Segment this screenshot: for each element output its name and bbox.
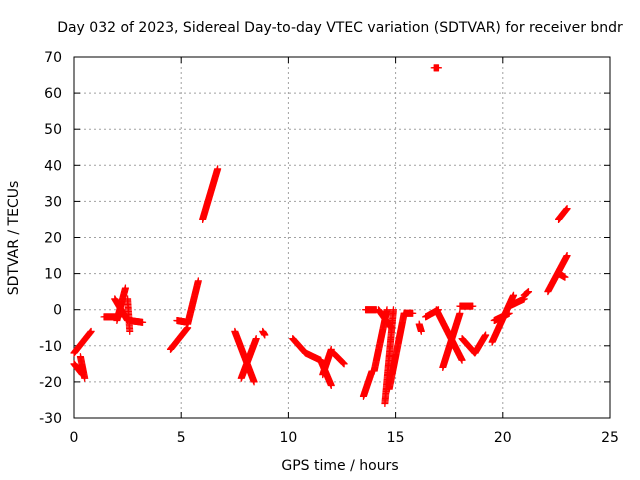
data-point-plus bbox=[561, 273, 569, 281]
y-tick-label: 40 bbox=[44, 158, 62, 174]
data-point-plus bbox=[469, 302, 477, 310]
data-series-segment bbox=[126, 317, 147, 326]
data-series-segment bbox=[505, 295, 528, 310]
data-point-plus bbox=[139, 318, 147, 326]
y-tick-label: 20 bbox=[44, 231, 62, 247]
data-point-plus bbox=[525, 288, 533, 296]
data-series-segment bbox=[415, 320, 425, 335]
y-axis-label: SDTVAR / TECUs bbox=[6, 181, 22, 296]
data-series-segment bbox=[430, 64, 442, 72]
data-point-plus bbox=[214, 165, 222, 173]
data-series-segment bbox=[456, 302, 477, 310]
data-series-segment bbox=[555, 270, 569, 281]
data-point-plus bbox=[126, 327, 134, 335]
data-point-plus bbox=[417, 327, 425, 335]
x-tick-labels: 0 5 10 15 20 25 bbox=[70, 430, 619, 446]
axis-ticks bbox=[73, 56, 611, 419]
data-series-segment bbox=[471, 331, 490, 357]
data-series-segment bbox=[458, 335, 479, 357]
data-point-plus bbox=[340, 360, 348, 368]
x-tick-label: 0 bbox=[70, 430, 79, 446]
data-series-segment bbox=[184, 277, 202, 328]
data-series-segment bbox=[76, 353, 89, 382]
data-point-plus bbox=[121, 284, 129, 292]
data-series-segment bbox=[231, 327, 258, 386]
data-series-segment bbox=[237, 335, 260, 382]
y-tick-label: 70 bbox=[44, 50, 62, 66]
data-series-segment bbox=[359, 367, 376, 400]
data-point-plus bbox=[409, 309, 417, 317]
data-point-plus bbox=[81, 374, 89, 382]
x-tick-label: 15 bbox=[387, 430, 405, 446]
y-tick-label: -10 bbox=[39, 339, 62, 355]
y-tick-label: 0 bbox=[53, 303, 62, 319]
data-point-plus bbox=[510, 291, 518, 299]
data-series-segment bbox=[490, 309, 513, 325]
data-point-plus bbox=[456, 309, 464, 317]
data-series-segment bbox=[400, 309, 417, 317]
data-point-plus bbox=[87, 327, 95, 335]
y-tick-labels: -30 -20 -10 0 10 20 30 40 50 60 70 bbox=[39, 50, 62, 427]
x-tick-label: 20 bbox=[494, 430, 512, 446]
data-points bbox=[70, 64, 571, 408]
data-point-plus bbox=[327, 345, 335, 353]
data-point-plus bbox=[505, 309, 513, 317]
data-series-segment bbox=[199, 165, 222, 223]
data-series-segment bbox=[319, 345, 335, 379]
data-series-segment bbox=[520, 288, 533, 299]
x-tick-label: 10 bbox=[279, 430, 297, 446]
y-tick-label: -30 bbox=[39, 411, 62, 427]
data-point-plus bbox=[482, 331, 490, 339]
y-tick-label: 10 bbox=[44, 267, 62, 283]
y-tick-label: 60 bbox=[44, 86, 62, 102]
chart-title: Day 032 of 2023, Sidereal Day-to-day VTE… bbox=[57, 20, 623, 36]
data-series-segment bbox=[555, 205, 571, 223]
data-series-segment bbox=[439, 309, 464, 371]
data-series-segment bbox=[124, 295, 134, 335]
data-series-segment bbox=[329, 349, 348, 368]
grid-lines bbox=[74, 57, 610, 418]
data-series-segment bbox=[381, 306, 397, 408]
data-point-plus bbox=[458, 356, 466, 364]
data-point-plus bbox=[563, 252, 571, 260]
data-point-plus bbox=[563, 205, 571, 213]
data-point-plus bbox=[252, 335, 260, 343]
data-point-plus bbox=[434, 64, 442, 72]
x-axis-label: GPS time / hours bbox=[281, 458, 398, 474]
y-tick-label: -20 bbox=[39, 375, 62, 391]
data-point-plus bbox=[327, 382, 335, 390]
y-tick-label: 50 bbox=[44, 122, 62, 138]
data-series-segment bbox=[113, 284, 129, 325]
y-tick-label: 30 bbox=[44, 194, 62, 210]
data-series-segment bbox=[70, 327, 95, 357]
data-series-segment bbox=[385, 309, 408, 393]
x-tick-label: 25 bbox=[601, 430, 619, 446]
data-point-plus bbox=[250, 378, 258, 386]
data-series-segment bbox=[259, 327, 269, 339]
data-series-segment bbox=[374, 306, 395, 332]
x-tick-label: 5 bbox=[177, 430, 186, 446]
data-series-segment bbox=[166, 324, 192, 353]
data-point-plus bbox=[389, 306, 397, 314]
data-point-plus bbox=[194, 277, 202, 285]
data-point-plus bbox=[261, 331, 269, 339]
data-point-plus bbox=[383, 306, 391, 314]
